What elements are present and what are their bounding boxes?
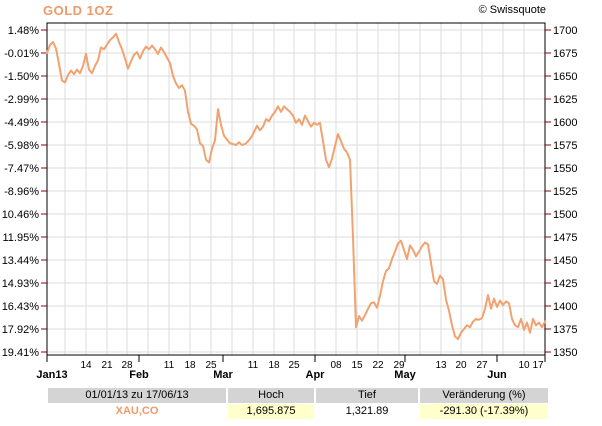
svg-text:15: 15 xyxy=(351,360,363,371)
svg-text:25: 25 xyxy=(205,360,217,371)
svg-text:1450: 1450 xyxy=(553,255,577,267)
chart-title: GOLD 1OZ xyxy=(43,3,114,18)
summary-table-header: 01/01/13 zu 17/06/13 Hoch Tief Veränderu… xyxy=(48,388,550,403)
svg-text:29: 29 xyxy=(393,360,405,371)
svg-text:1500: 1500 xyxy=(553,209,577,221)
svg-text:-0.01%: -0.01% xyxy=(4,48,39,60)
svg-text:1600: 1600 xyxy=(553,117,577,129)
svg-text:13.44%: 13.44% xyxy=(2,255,40,267)
svg-text:16.43%: 16.43% xyxy=(2,301,40,313)
svg-text:1550: 1550 xyxy=(553,163,577,175)
svg-text:21: 21 xyxy=(101,360,113,371)
svg-text:Feb: Feb xyxy=(129,369,149,381)
column-header-hoch: Hoch xyxy=(228,388,314,403)
svg-text:11.95%: 11.95% xyxy=(3,232,40,244)
svg-text:22: 22 xyxy=(372,360,384,371)
svg-text:11: 11 xyxy=(248,360,259,371)
copyright-label: © Swissquote xyxy=(478,4,546,16)
svg-text:25: 25 xyxy=(288,360,300,371)
svg-text:17.92%: 17.92% xyxy=(2,324,40,336)
svg-text:27: 27 xyxy=(476,360,488,371)
svg-text:-2.99%: -2.99% xyxy=(4,94,39,106)
low-value: 1,321.89 xyxy=(345,405,389,417)
svg-text:May: May xyxy=(394,369,416,381)
svg-text:1675: 1675 xyxy=(553,48,577,60)
svg-text:28: 28 xyxy=(121,360,133,371)
svg-text:08: 08 xyxy=(330,360,342,371)
svg-text:1475: 1475 xyxy=(553,232,577,244)
svg-text:18: 18 xyxy=(184,360,196,371)
svg-text:14: 14 xyxy=(80,360,92,371)
instrument-symbol: XAU,CO xyxy=(115,405,159,417)
price-chart: 1.48% 1700 -0.01% 1675 -1.50% 1650 -2.99% 1625 -… xyxy=(2,22,577,381)
svg-text:20: 20 xyxy=(455,360,467,371)
svg-text:1.48%: 1.48% xyxy=(8,25,39,37)
summary-table-row: XAU,CO 1,695.875 1,321.89 -291.30 (-17.3… xyxy=(48,404,550,419)
svg-text:1525: 1525 xyxy=(553,186,577,198)
svg-text:Apr: Apr xyxy=(306,369,326,381)
svg-text:10: 10 xyxy=(518,360,530,371)
svg-text:1400: 1400 xyxy=(553,301,577,313)
change-value: -291.30 (-17.39%) xyxy=(420,404,548,419)
svg-text:1700: 1700 xyxy=(553,25,577,37)
svg-text:14.93%: 14.93% xyxy=(2,278,40,290)
column-header-tief: Tief xyxy=(316,388,418,403)
column-header-change: Veränderung (%) xyxy=(420,388,548,403)
svg-text:1575: 1575 xyxy=(553,140,577,152)
svg-text:-8.96%: -8.96% xyxy=(4,186,39,198)
svg-text:Jun: Jun xyxy=(487,369,507,381)
svg-text:10.46%: 10.46% xyxy=(2,209,40,221)
svg-text:Mar: Mar xyxy=(213,369,233,381)
svg-text:19.41%: 19.41% xyxy=(2,347,40,359)
svg-text:1625: 1625 xyxy=(553,94,577,106)
svg-text:-1.50%: -1.50% xyxy=(4,71,39,83)
svg-text:1425: 1425 xyxy=(553,278,577,290)
svg-text:-7.47%: -7.47% xyxy=(4,163,39,175)
svg-text:Jan13: Jan13 xyxy=(36,369,67,381)
svg-text:1650: 1650 xyxy=(553,71,577,83)
svg-text:11: 11 xyxy=(164,360,175,371)
high-value: 1,695.875 xyxy=(228,404,314,419)
svg-text:13: 13 xyxy=(435,360,447,371)
svg-text:1375: 1375 xyxy=(553,324,577,336)
svg-text:-4.49%: -4.49% xyxy=(4,117,39,129)
svg-text:1350: 1350 xyxy=(553,347,577,359)
period-range: 01/01/13 zu 17/06/13 xyxy=(48,388,226,403)
svg-text:18: 18 xyxy=(268,360,280,371)
svg-text:-5.98%: -5.98% xyxy=(4,140,39,152)
svg-text:17: 17 xyxy=(532,360,544,371)
